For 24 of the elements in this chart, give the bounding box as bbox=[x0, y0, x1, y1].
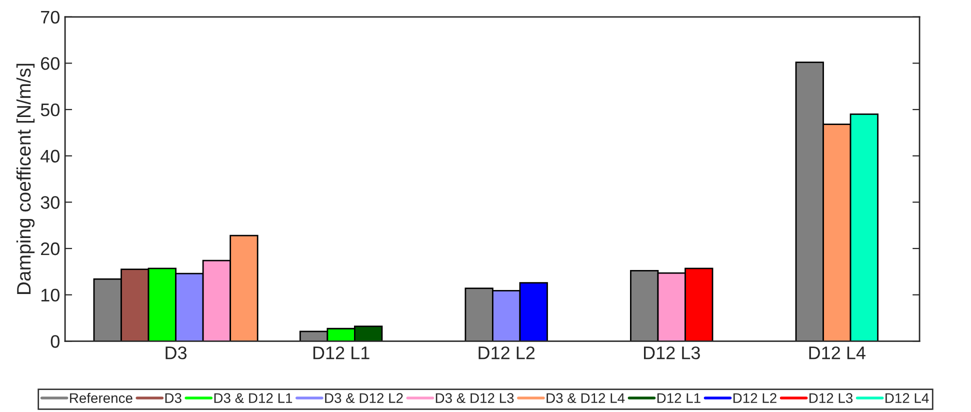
x-tick-label: D12 L2 bbox=[478, 346, 535, 360]
legend-label: D3 & D12 L3 bbox=[436, 393, 514, 404]
y-tick-label: 50 bbox=[40, 103, 60, 116]
x-tick-label: D12 L1 bbox=[313, 346, 370, 360]
x-tick-label: D12 L4 bbox=[809, 346, 866, 360]
legend-label: D12 L3 bbox=[810, 393, 853, 404]
y-tick-label: 10 bbox=[41, 288, 60, 302]
y-tick-label: 0 bbox=[50, 335, 60, 348]
y-tick-label: 20 bbox=[41, 242, 60, 256]
y-axis-title: Damping coefficent [N/m/s] bbox=[16, 64, 35, 294]
legend-label: D12 L2 bbox=[733, 393, 776, 403]
legend-label: D12 L4 bbox=[886, 393, 929, 403]
y-tick-label: 60 bbox=[41, 57, 60, 70]
legend-label: D3 bbox=[165, 393, 182, 404]
legend-label: Reference bbox=[70, 392, 132, 404]
y-tick-label: 30 bbox=[40, 196, 60, 209]
legend-label: D3 & D12 L2 bbox=[325, 393, 403, 404]
legend-label: D12 L1 bbox=[657, 393, 700, 403]
x-tick-label: D3 bbox=[166, 346, 187, 360]
legend-label: D3 & D12 L1 bbox=[214, 393, 292, 404]
y-tick-label: 70 bbox=[41, 10, 60, 24]
y-tick-label: 40 bbox=[40, 150, 60, 163]
x-tick-label: D12 L3 bbox=[644, 346, 700, 360]
legend-label: D3 & D12 L4 bbox=[546, 393, 625, 404]
